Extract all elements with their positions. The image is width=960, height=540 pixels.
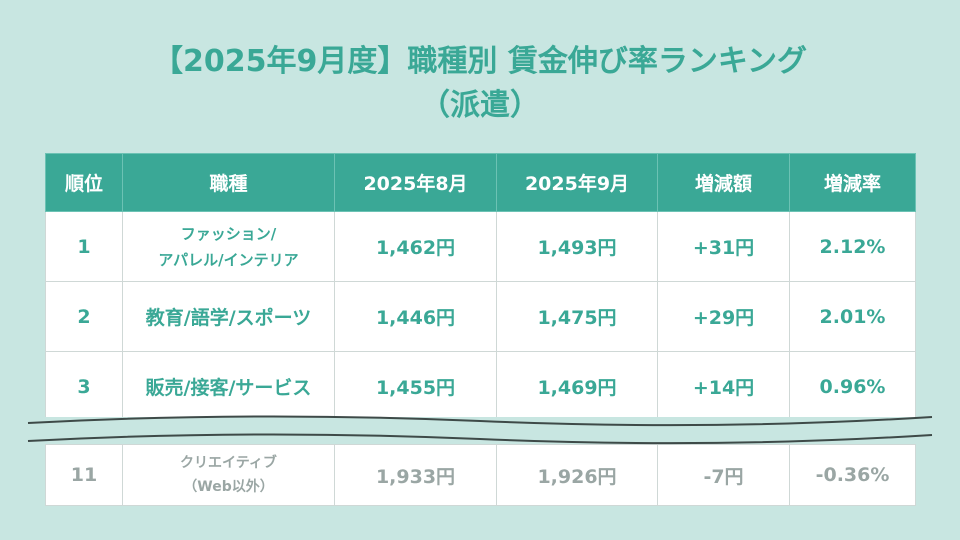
title-line-1: 【2025年9月度】職種別 賃金伸び率ランキング [153, 44, 807, 79]
job-cell: ファッション/ アパレル/インテリア [122, 211, 335, 282]
sep-cell: 1,926円 [496, 444, 658, 506]
page-title: 【2025年9月度】職種別 賃金伸び率ランキング （派遣） [0, 40, 960, 128]
header-rank: 順位 [45, 153, 123, 212]
job-cell: 販売/接客/サービス [122, 351, 335, 422]
sep-cell: 1,469円 [496, 351, 658, 422]
header-row: 順位 職種 2025年8月 2025年9月 増減額 増減率 [45, 153, 916, 212]
diff-cell: -7円 [657, 444, 790, 506]
table-row-last: 11 クリエイティブ （Web以外） 1,933円 1,926円 -7円 -0.… [45, 444, 916, 506]
job-line-1: クリエイティブ [180, 455, 277, 471]
header-job: 職種 [122, 153, 335, 212]
job-cell: 教育/語学/スポーツ [122, 281, 335, 352]
job-cell: クリエイティブ （Web以外） [122, 444, 335, 506]
rate-cell: -0.36% [789, 444, 916, 506]
job-line-2: アパレル/インテリア [158, 250, 299, 269]
aug-cell: 1,455円 [334, 351, 497, 422]
ranking-table-container: 順位 職種 2025年8月 2025年9月 増減額 増減率 1 ファッション/ … [45, 153, 916, 506]
aug-cell: 1,462円 [334, 211, 497, 282]
rank-cell: 2 [45, 281, 123, 352]
diff-cell: +14円 [657, 351, 790, 422]
job-line-1: ファッション/ [180, 224, 277, 243]
header-rate: 増減率 [789, 153, 916, 212]
rank-cell: 3 [45, 351, 123, 422]
rank-cell: 1 [45, 211, 123, 282]
sep-cell: 1,493円 [496, 211, 658, 282]
table-row: 3 販売/接客/サービス 1,455円 1,469円 +14円 0.96% [45, 351, 916, 422]
header-diff: 増減額 [657, 153, 790, 212]
header-aug: 2025年8月 [334, 153, 497, 212]
title-line-2: （派遣） [420, 88, 540, 123]
table-row: 1 ファッション/ アパレル/インテリア 1,462円 1,493円 +31円 … [45, 211, 916, 282]
diff-cell: +29円 [657, 281, 790, 352]
aug-cell: 1,933円 [334, 444, 497, 506]
aug-cell: 1,446円 [334, 281, 497, 352]
job-line-2: （Web以外） [183, 479, 274, 495]
diff-cell: +31円 [657, 211, 790, 282]
table-row: 2 教育/語学/スポーツ 1,446円 1,475円 +29円 2.01% [45, 281, 916, 352]
rate-cell: 2.12% [789, 211, 916, 282]
table-break-wave [0, 415, 960, 445]
ranking-table: 順位 職種 2025年8月 2025年9月 増減額 増減率 1 ファッション/ … [45, 153, 916, 506]
rate-cell: 2.01% [789, 281, 916, 352]
sep-cell: 1,475円 [496, 281, 658, 352]
rate-cell: 0.96% [789, 351, 916, 422]
header-sep: 2025年9月 [496, 153, 658, 212]
rank-cell: 11 [45, 444, 123, 506]
